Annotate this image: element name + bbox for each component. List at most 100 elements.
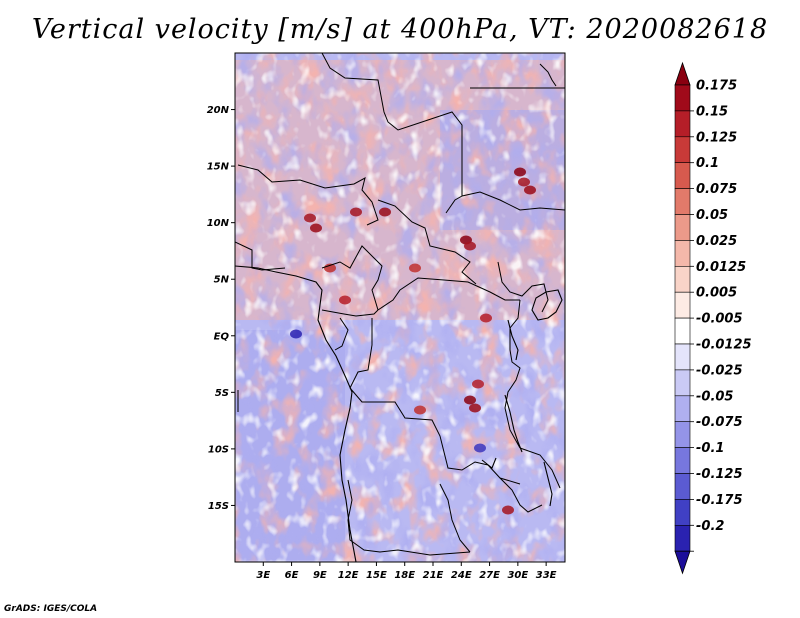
convective-cell bbox=[464, 241, 476, 251]
colorbar-label: -0.05 bbox=[696, 389, 733, 404]
lat-tick-label: EQ bbox=[214, 331, 230, 342]
lon-tick-label: 9E bbox=[313, 570, 327, 581]
colorbar: 0.175 0.15 0.125 0.1 0.075 0.05 0.025 0.0125 0.0… bbox=[674, 61, 752, 575]
country-borders bbox=[235, 53, 565, 556]
convective-cell bbox=[310, 223, 322, 233]
border-south-sudan-uganda bbox=[497, 261, 549, 313]
chart-title: Vertical velocity [m/s] at 400hPa, VT: 2… bbox=[31, 14, 769, 45]
border-tanzania-malawi bbox=[519, 447, 561, 489]
colorbar-label: -0.175 bbox=[696, 493, 743, 508]
lat-tick-label: 5N bbox=[214, 275, 230, 286]
atlantic-coastline bbox=[235, 265, 357, 562]
colorbar-swatch bbox=[674, 162, 691, 189]
colorbar-swatch bbox=[674, 499, 691, 526]
grads-credit: GrADS: IGES/COLA bbox=[4, 604, 98, 614]
convective-cell bbox=[350, 207, 362, 217]
colorbar-swatch bbox=[674, 110, 691, 138]
border-niger-nigeria bbox=[237, 164, 379, 226]
convective-cell bbox=[304, 213, 316, 223]
border-drc-east bbox=[504, 299, 521, 449]
colorbar-swatch bbox=[674, 291, 691, 319]
lon-tick-label: 33E bbox=[536, 570, 557, 581]
lake-albert-edward bbox=[507, 319, 519, 361]
colorbar-label: 0.05 bbox=[696, 208, 728, 223]
convective-cell bbox=[379, 207, 391, 217]
convective-cell bbox=[464, 395, 476, 405]
colorbar-swatch bbox=[674, 84, 691, 112]
lon-tick-label: 24E bbox=[451, 570, 472, 581]
convective-cell bbox=[469, 403, 481, 413]
lat-tick-label: 15N bbox=[207, 162, 230, 173]
colorbar-label: -0.005 bbox=[696, 312, 743, 327]
lon-tick-label: 21E bbox=[423, 570, 444, 581]
colorbar-label: 0.1 bbox=[696, 156, 719, 171]
colorbar-swatch bbox=[674, 473, 691, 500]
lat-tick-label: 10N bbox=[207, 218, 230, 229]
colorbar-label: 0.005 bbox=[696, 286, 737, 301]
map-frame bbox=[234, 52, 566, 563]
border-congo-drc bbox=[349, 318, 373, 389]
lat-tick-label: 10S bbox=[208, 444, 229, 455]
colorbar-swatch bbox=[674, 317, 691, 345]
lat-tick-label: 15S bbox=[208, 501, 229, 512]
border-sudan-south-sudan bbox=[461, 191, 565, 211]
colorbar-label: -0.075 bbox=[696, 415, 743, 430]
lon-tick-label: 15E bbox=[366, 570, 387, 581]
lat-tick-label: 20N bbox=[207, 105, 230, 116]
colorbar-label: -0.025 bbox=[696, 363, 743, 378]
lake-malawi bbox=[543, 461, 553, 507]
lon-tick-label: 30E bbox=[507, 570, 528, 581]
convective-cell bbox=[514, 167, 526, 177]
colorbar-label: 0.15 bbox=[696, 104, 728, 119]
border-chad-car bbox=[377, 199, 477, 285]
colorbar-swatch bbox=[674, 369, 691, 397]
convective-cell bbox=[474, 443, 486, 453]
colorbar-swatch bbox=[674, 265, 691, 293]
colorbar-swatch bbox=[674, 188, 691, 215]
colorbar-label: -0.1 bbox=[696, 441, 724, 456]
colorbar-swatch bbox=[674, 343, 691, 371]
colorbar-label: 0.075 bbox=[696, 182, 737, 197]
border-car-drc bbox=[377, 277, 520, 311]
lake-tanganyika bbox=[504, 394, 523, 453]
latitude-axis: 20N 15N 10N 5N EQ 5S 10S 15S bbox=[207, 105, 235, 512]
border-angola-drc-zambia bbox=[349, 387, 521, 485]
lake-victoria bbox=[531, 289, 563, 321]
convective-cell bbox=[472, 379, 484, 389]
colorbar-label: -0.0125 bbox=[696, 338, 752, 353]
convective-cell bbox=[480, 313, 492, 323]
lon-tick-label: 27E bbox=[479, 570, 500, 581]
colorbar-bottom-arrow bbox=[674, 550, 691, 575]
convective-cell bbox=[339, 295, 351, 305]
colorbar-label: 0.025 bbox=[696, 234, 737, 249]
coast-nile-delta bbox=[539, 63, 557, 87]
convective-cell bbox=[324, 263, 336, 273]
colorbar-swatch bbox=[674, 524, 691, 552]
border-zambia-botswana bbox=[439, 483, 471, 553]
convective-cell bbox=[290, 329, 302, 339]
colorbar-top-arrow bbox=[674, 61, 691, 86]
colorbar-label: -0.125 bbox=[696, 467, 743, 482]
velocity-field bbox=[235, 53, 565, 562]
lon-tick-label: 6E bbox=[285, 570, 299, 581]
colorbar-swatch bbox=[674, 214, 691, 241]
colorbar-swatch bbox=[674, 421, 691, 448]
colorbar-swatch bbox=[674, 136, 691, 164]
lon-tick-label: 3E bbox=[256, 570, 270, 581]
convective-cell bbox=[524, 185, 536, 195]
colorbar-label: 0.175 bbox=[696, 79, 737, 94]
border-gabon-eq-guinea bbox=[321, 309, 379, 317]
lat-tick-label: 5S bbox=[215, 388, 229, 399]
border-angola-namibia bbox=[347, 479, 471, 556]
convective-hotspots bbox=[290, 167, 536, 515]
lake-mweru bbox=[481, 457, 497, 469]
coastlines bbox=[235, 265, 563, 562]
border-chad-libya bbox=[321, 53, 463, 214]
lon-tick-label: 12E bbox=[338, 570, 359, 581]
convective-cell bbox=[502, 505, 514, 515]
colorbar-label: 0.125 bbox=[696, 130, 737, 145]
border-gabon-congo bbox=[334, 317, 349, 351]
colorbar-label: 0.0125 bbox=[696, 260, 746, 275]
field-neutral-noise bbox=[235, 53, 565, 562]
